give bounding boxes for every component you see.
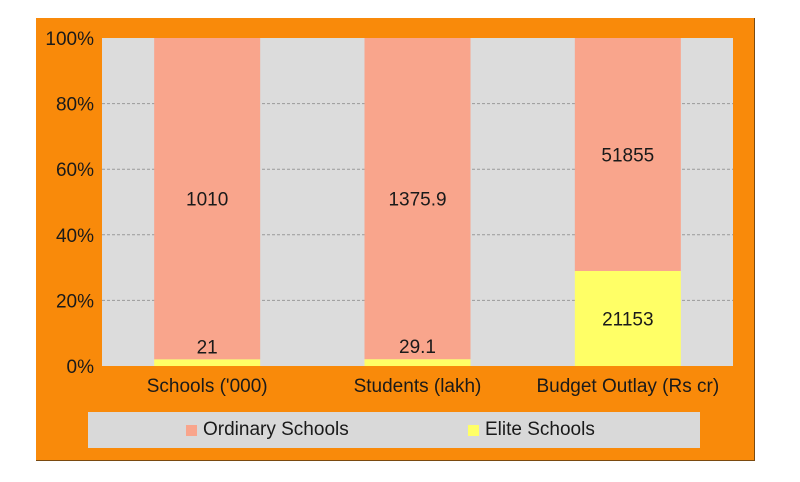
legend-swatch-ordinary xyxy=(186,424,197,436)
x-tick-label: Budget Outlay (Rs cr) xyxy=(536,376,719,397)
bars xyxy=(154,38,681,366)
bar-segment-elite xyxy=(574,270,681,366)
legend-label-ordinary: Ordinary Schools xyxy=(203,419,349,440)
data-label: 1010 xyxy=(186,190,228,211)
data-label: 21153 xyxy=(602,309,653,330)
legend-item-ordinary: Ordinary Schools xyxy=(186,412,349,448)
data-labels: 21 1010 29.1 1375.9 21153 51855 xyxy=(186,145,654,358)
bar-segment-ordinary xyxy=(154,38,261,360)
data-label: 1375.9 xyxy=(388,190,446,211)
legend-item-elite: Elite Schools xyxy=(468,412,595,448)
y-tick-label: 20% xyxy=(56,291,94,312)
bar-segment-elite xyxy=(364,359,471,366)
data-label: 51855 xyxy=(601,145,654,166)
legend-swatch-elite xyxy=(468,424,479,436)
x-tick-label: Schools ('000) xyxy=(147,376,268,397)
y-tick-label: 100% xyxy=(45,29,94,50)
legend-label-elite: Elite Schools xyxy=(485,419,595,440)
data-label: 29.1 xyxy=(399,337,436,358)
data-label: 21 xyxy=(197,337,218,358)
y-tick-label: 0% xyxy=(67,357,95,378)
bar-segment-elite xyxy=(154,359,261,366)
legend: Ordinary Schools Elite Schools xyxy=(88,412,700,448)
x-tick-label: Students (lakh) xyxy=(354,376,482,397)
y-tick-label: 60% xyxy=(56,160,94,181)
x-axis-labels: Schools ('000) Students (lakh) Budget Outl… xyxy=(147,376,719,397)
bar-segment-ordinary xyxy=(574,38,681,271)
y-tick-label: 80% xyxy=(56,95,94,116)
y-axis-ticks: 0% 20% 40% 60% 80% 100% xyxy=(45,29,94,378)
y-tick-label: 40% xyxy=(56,226,94,247)
bar-segment-ordinary xyxy=(364,38,471,360)
